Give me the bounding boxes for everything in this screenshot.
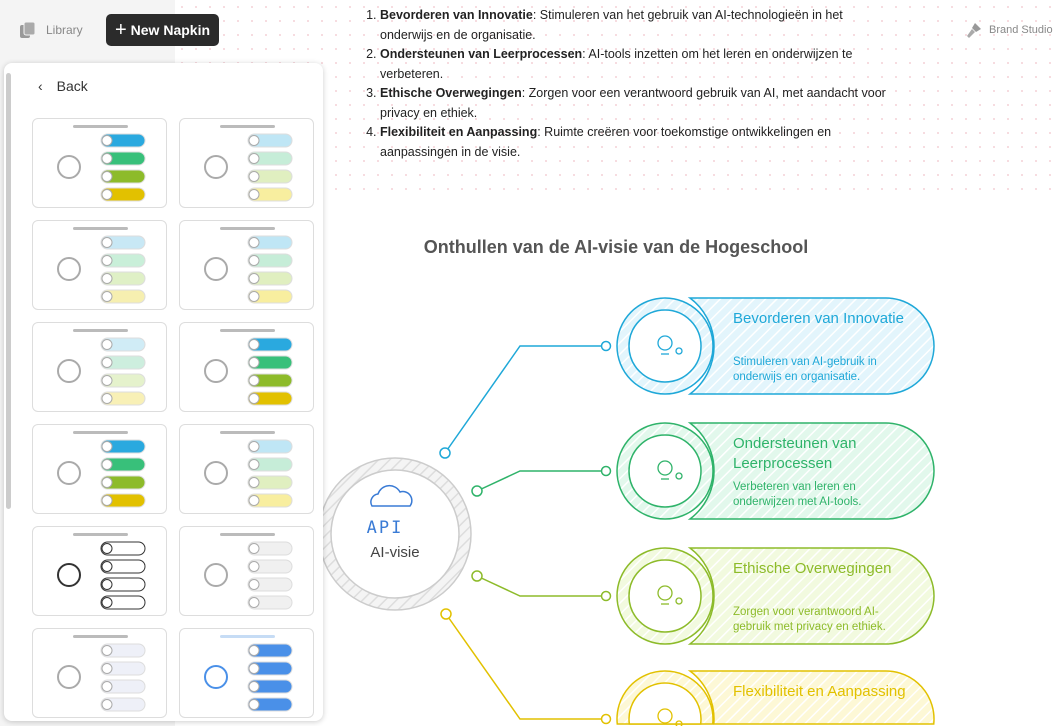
back-label: Back	[56, 78, 88, 94]
plus-icon: +	[114, 18, 127, 41]
thumbnail-preview	[204, 329, 293, 406]
item-title: Bevorderen van Innovatie	[733, 310, 904, 327]
api-icon-text: API	[367, 518, 404, 538]
item-description: Zorgen voor verantwoord AI-gebruik met p…	[733, 606, 886, 633]
template-thumbnail[interactable]	[32, 424, 167, 514]
center-label: AI-visie	[370, 544, 420, 561]
back-button[interactable]: ‹ Back	[38, 78, 88, 94]
chevron-left-icon: ‹	[38, 78, 43, 94]
connector-line	[476, 575, 606, 597]
connector-dot	[440, 608, 452, 620]
template-thumbnail[interactable]	[32, 628, 167, 718]
document-list-item: Ethische Overwegingen: Zorgen voor een v…	[380, 84, 896, 123]
template-thumbnail[interactable]	[179, 322, 314, 412]
presentation-icon	[657, 708, 683, 726]
template-thumbnail[interactable]	[179, 628, 314, 718]
connector-dot	[600, 465, 612, 477]
template-thumbnail[interactable]	[179, 424, 314, 514]
thumbnail-preview	[57, 431, 146, 508]
template-panel: ‹ Back	[4, 63, 323, 721]
scrollbar[interactable]	[6, 73, 11, 509]
document-list-item: Bevorderen van Innovatie: Stimuleren van…	[380, 6, 896, 45]
thumbnail-preview	[57, 227, 146, 304]
thumbnail-preview	[204, 227, 293, 304]
library-icon	[20, 21, 36, 38]
item-inner-circle	[628, 309, 702, 383]
thumbnail-preview	[57, 329, 146, 406]
thumbnail-preview	[204, 533, 293, 610]
thumbnail-preview	[57, 533, 146, 610]
item-description: Stimuleren van AI-gebruik in onderwijs e…	[733, 356, 877, 383]
new-napkin-label: New Napkin	[130, 22, 211, 38]
library-button[interactable]: Library	[18, 20, 83, 40]
library-label: Library	[46, 23, 83, 37]
template-thumbnail[interactable]	[32, 220, 167, 310]
connector-line	[476, 470, 606, 492]
cloud-icon	[370, 484, 413, 507]
item-pill	[687, 670, 935, 725]
template-thumbnail[interactable]	[179, 220, 314, 310]
template-thumbnail[interactable]	[32, 322, 167, 412]
connector-dot	[471, 485, 483, 497]
item-inner-circle	[628, 559, 702, 633]
connector-dot	[600, 713, 612, 725]
item-pill	[687, 297, 935, 395]
brush-icon	[967, 23, 981, 38]
item-pill	[687, 422, 935, 520]
item-pill	[687, 547, 935, 645]
diagram-title: Onthullen van de AI-visie van de Hogesch…	[423, 237, 809, 257]
document-list-item: Flexibiliteit en Aanpassing: Ruimte creë…	[380, 123, 896, 162]
document-list-item: Ondersteunen van Leerprocessen: AI-tools…	[380, 45, 896, 84]
center-inner-circle	[330, 469, 460, 599]
item-inner-circle	[628, 682, 702, 725]
shield-robot-icon	[657, 585, 683, 605]
connector-dot	[439, 447, 451, 459]
item-description: Verbeteren van leren en onderwijzen met …	[733, 481, 862, 508]
template-thumbnail[interactable]	[179, 526, 314, 616]
connector-line	[445, 613, 606, 720]
thumbnail-preview	[204, 635, 293, 712]
template-thumbnail[interactable]	[32, 118, 167, 208]
connector-dot	[471, 570, 483, 582]
thumbnail-preview	[57, 635, 146, 712]
thumbnail-preview	[57, 125, 146, 202]
connector-dot	[600, 590, 612, 602]
document-text: Bevorderen van Innovatie: Stimuleren van…	[366, 6, 896, 162]
template-thumbnail[interactable]	[179, 118, 314, 208]
thumbnail-preview	[204, 431, 293, 508]
brand-studio-label: Brand Studio	[989, 24, 1053, 36]
item-title: Ethische Overwegingen	[733, 560, 892, 577]
item-title: Ondersteunen van Leerprocessen	[733, 435, 857, 472]
template-thumbnail[interactable]	[32, 526, 167, 616]
connector-line	[444, 345, 606, 454]
graduation-cap-icon	[657, 460, 683, 480]
lightbulb-icon	[657, 335, 683, 355]
item-inner-circle	[628, 434, 702, 508]
brand-studio-button[interactable]: Brand Studio	[965, 21, 1053, 39]
new-napkin-button[interactable]: + New Napkin	[106, 14, 219, 46]
thumbnail-preview	[204, 125, 293, 202]
connector-dot	[600, 340, 612, 352]
item-title: Flexibiliteit en Aanpassing	[733, 683, 906, 700]
